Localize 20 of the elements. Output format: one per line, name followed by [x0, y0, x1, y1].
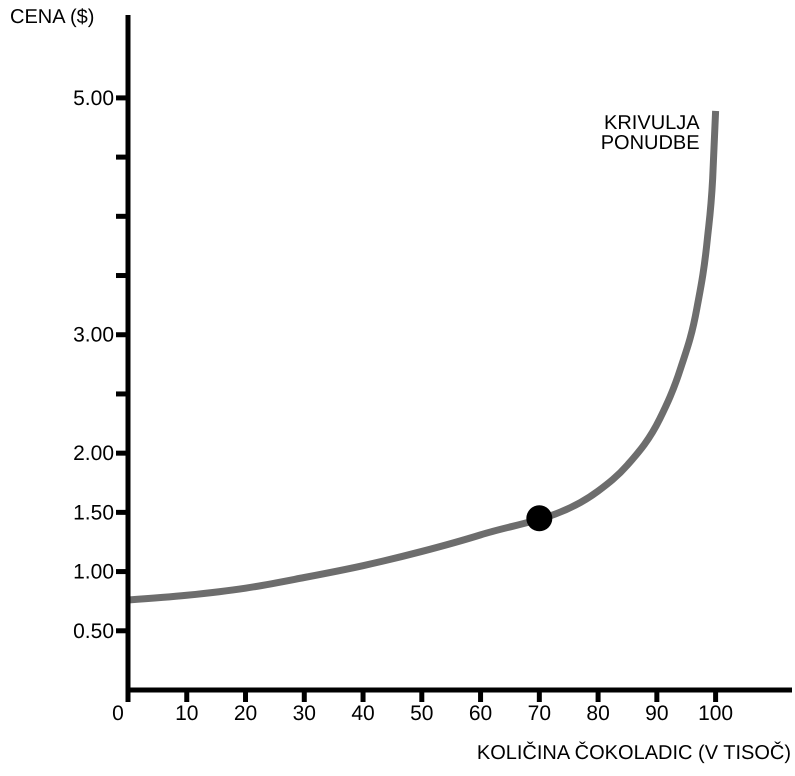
- x-tick-label: 0: [112, 702, 124, 725]
- x-tick-label: 70: [528, 702, 552, 725]
- x-tick-label: 10: [175, 702, 198, 725]
- x-tick-label: 90: [645, 702, 669, 725]
- x-tick-label: 50: [410, 702, 434, 725]
- y-tick-label: 3.00: [73, 324, 114, 347]
- x-tick-label: 60: [468, 702, 492, 725]
- y-tick-label: 1.50: [73, 501, 114, 524]
- y-tick-label: 2.00: [73, 442, 114, 466]
- x-tick-label: 20: [234, 702, 258, 725]
- y-axis-title: CENA ($): [10, 6, 94, 29]
- x-tick-label: 80: [586, 702, 610, 725]
- x-tick-label: 40: [351, 702, 375, 725]
- y-tick-label: 1.00: [73, 560, 114, 584]
- y-tick-label: 5.00: [73, 86, 114, 110]
- series-label: KRIVULJA PONUDBE: [600, 112, 700, 154]
- x-axis-title: KOLIČINA ČOKOLADIC (V TISOČ): [476, 742, 791, 765]
- x-tick-label: 30: [292, 702, 316, 725]
- x-tick-label: 100: [698, 702, 734, 725]
- y-tick-label: 0.50: [73, 620, 114, 643]
